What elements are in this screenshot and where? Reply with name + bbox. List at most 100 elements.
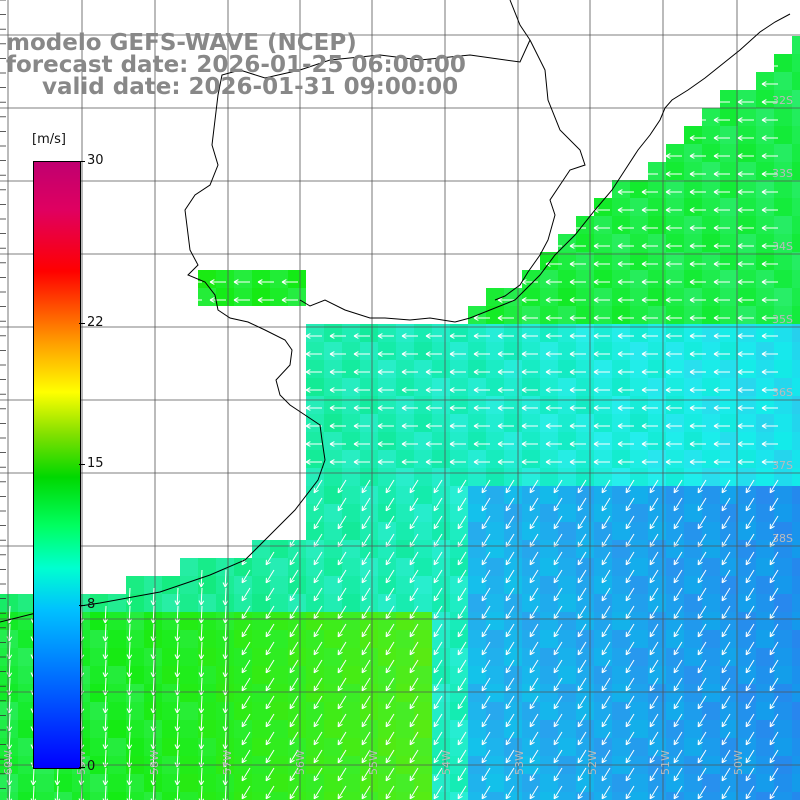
wind-arrow xyxy=(313,515,323,530)
wind-speed-cell xyxy=(414,468,432,486)
wind-arrow xyxy=(665,333,682,339)
wind-arrow xyxy=(457,551,467,566)
wind-speed-cell xyxy=(774,90,792,108)
wind-speed-cell xyxy=(756,342,774,360)
wind-speed-cell xyxy=(756,774,774,792)
wind-speed-cell xyxy=(432,522,450,540)
wind-speed-cell xyxy=(702,216,720,234)
wind-arrow xyxy=(601,515,611,530)
wind-speed-cell xyxy=(450,504,468,522)
wind-arrow xyxy=(433,767,443,782)
wind-arrow xyxy=(505,749,515,764)
wind-arrow xyxy=(545,243,562,249)
wind-speed-cell xyxy=(504,792,522,800)
wind-speed-cell xyxy=(756,738,774,756)
wind-speed-cell xyxy=(306,774,324,792)
wind-speed-cell xyxy=(576,486,594,504)
wind-arrow xyxy=(625,749,635,764)
wind-speed-cell xyxy=(360,738,378,756)
wind-speed-cell xyxy=(432,792,450,800)
wind-speed-cell xyxy=(324,558,342,576)
wind-arrow xyxy=(673,641,683,656)
wind-arrow xyxy=(673,623,683,638)
wind-arrow xyxy=(769,587,779,602)
wind-speed-cell xyxy=(360,630,378,648)
wind-speed-cell xyxy=(414,720,432,738)
wind-arrow xyxy=(449,423,466,429)
wind-speed-cell xyxy=(108,720,126,738)
wind-arrow xyxy=(641,369,658,375)
wind-speed-cell xyxy=(792,342,800,360)
wind-speed-cell xyxy=(432,612,450,630)
wind-arrow xyxy=(481,659,491,674)
wind-speed-cell xyxy=(612,702,630,720)
wind-speed-cell xyxy=(486,594,504,612)
wind-speed-cell xyxy=(774,360,792,378)
wind-arrow xyxy=(761,441,778,447)
wind-arrow xyxy=(337,587,347,602)
wind-arrow xyxy=(649,551,659,566)
wind-arrow xyxy=(761,405,778,411)
wind-arrow xyxy=(505,785,515,800)
wind-speed-cell xyxy=(792,108,800,126)
wind-arrow xyxy=(673,785,683,800)
wind-speed-cell xyxy=(486,792,504,800)
wind-arrow xyxy=(625,677,635,692)
wind-speed-cell xyxy=(738,576,756,594)
wind-arrow xyxy=(617,225,634,231)
wind-arrow xyxy=(457,677,467,692)
wind-speed-cell xyxy=(684,306,702,324)
wind-arrow xyxy=(337,767,347,782)
wind-speed-cell xyxy=(540,702,558,720)
wind-speed-cell xyxy=(720,288,738,306)
wind-arrow xyxy=(545,405,562,411)
wind-speed-cell xyxy=(684,738,702,756)
wind-speed-cell xyxy=(558,738,576,756)
wind-speed-cell xyxy=(720,252,738,270)
wind-speed-cell xyxy=(684,396,702,414)
wind-speed-cell xyxy=(612,414,630,432)
wind-speed-cell xyxy=(648,234,666,252)
wind-arrow xyxy=(529,587,539,602)
wind-speed-cell xyxy=(612,342,630,360)
wind-arrow xyxy=(593,441,610,447)
wind-speed-cell xyxy=(342,450,360,468)
wind-speed-cell xyxy=(594,252,612,270)
wind-speed-cell xyxy=(756,486,774,504)
wind-arrow xyxy=(385,659,395,674)
wind-arrow xyxy=(425,441,442,447)
wind-arrow xyxy=(313,479,323,494)
wind-speed-cell xyxy=(684,252,702,270)
wind-arrow xyxy=(337,497,347,512)
wind-arrow xyxy=(689,441,706,447)
wind-speed-cell xyxy=(360,342,378,360)
wind-speed-cell xyxy=(738,252,756,270)
wind-speed-cell xyxy=(162,792,180,800)
wind-speed-cell xyxy=(270,630,288,648)
wind-speed-cell xyxy=(774,666,792,684)
wind-arrow xyxy=(102,731,109,750)
wind-arrow xyxy=(625,713,635,728)
wind-speed-cell xyxy=(558,504,576,522)
wind-arrow xyxy=(433,731,443,746)
wind-speed-cell xyxy=(342,684,360,702)
wind-arrow xyxy=(641,459,658,465)
wind-speed-cell xyxy=(162,720,180,738)
latitude-label: 34S xyxy=(772,240,793,253)
wind-speed-cell xyxy=(522,738,540,756)
wind-speed-cell xyxy=(378,342,396,360)
wind-speed-cell xyxy=(270,792,288,800)
wind-arrow xyxy=(385,641,395,656)
wind-arrow xyxy=(313,785,323,800)
wind-arrow xyxy=(126,767,133,786)
wind-arrow xyxy=(593,261,610,267)
wind-speed-cell xyxy=(720,792,738,800)
wind-arrow xyxy=(505,479,515,494)
wind-speed-cell xyxy=(540,306,558,324)
wind-speed-cell xyxy=(288,666,306,684)
wind-speed-cell xyxy=(432,450,450,468)
wind-speed-cell xyxy=(396,360,414,378)
wind-speed-cell xyxy=(756,234,774,252)
wind-arrow xyxy=(241,569,251,584)
wind-arrow xyxy=(689,297,706,303)
